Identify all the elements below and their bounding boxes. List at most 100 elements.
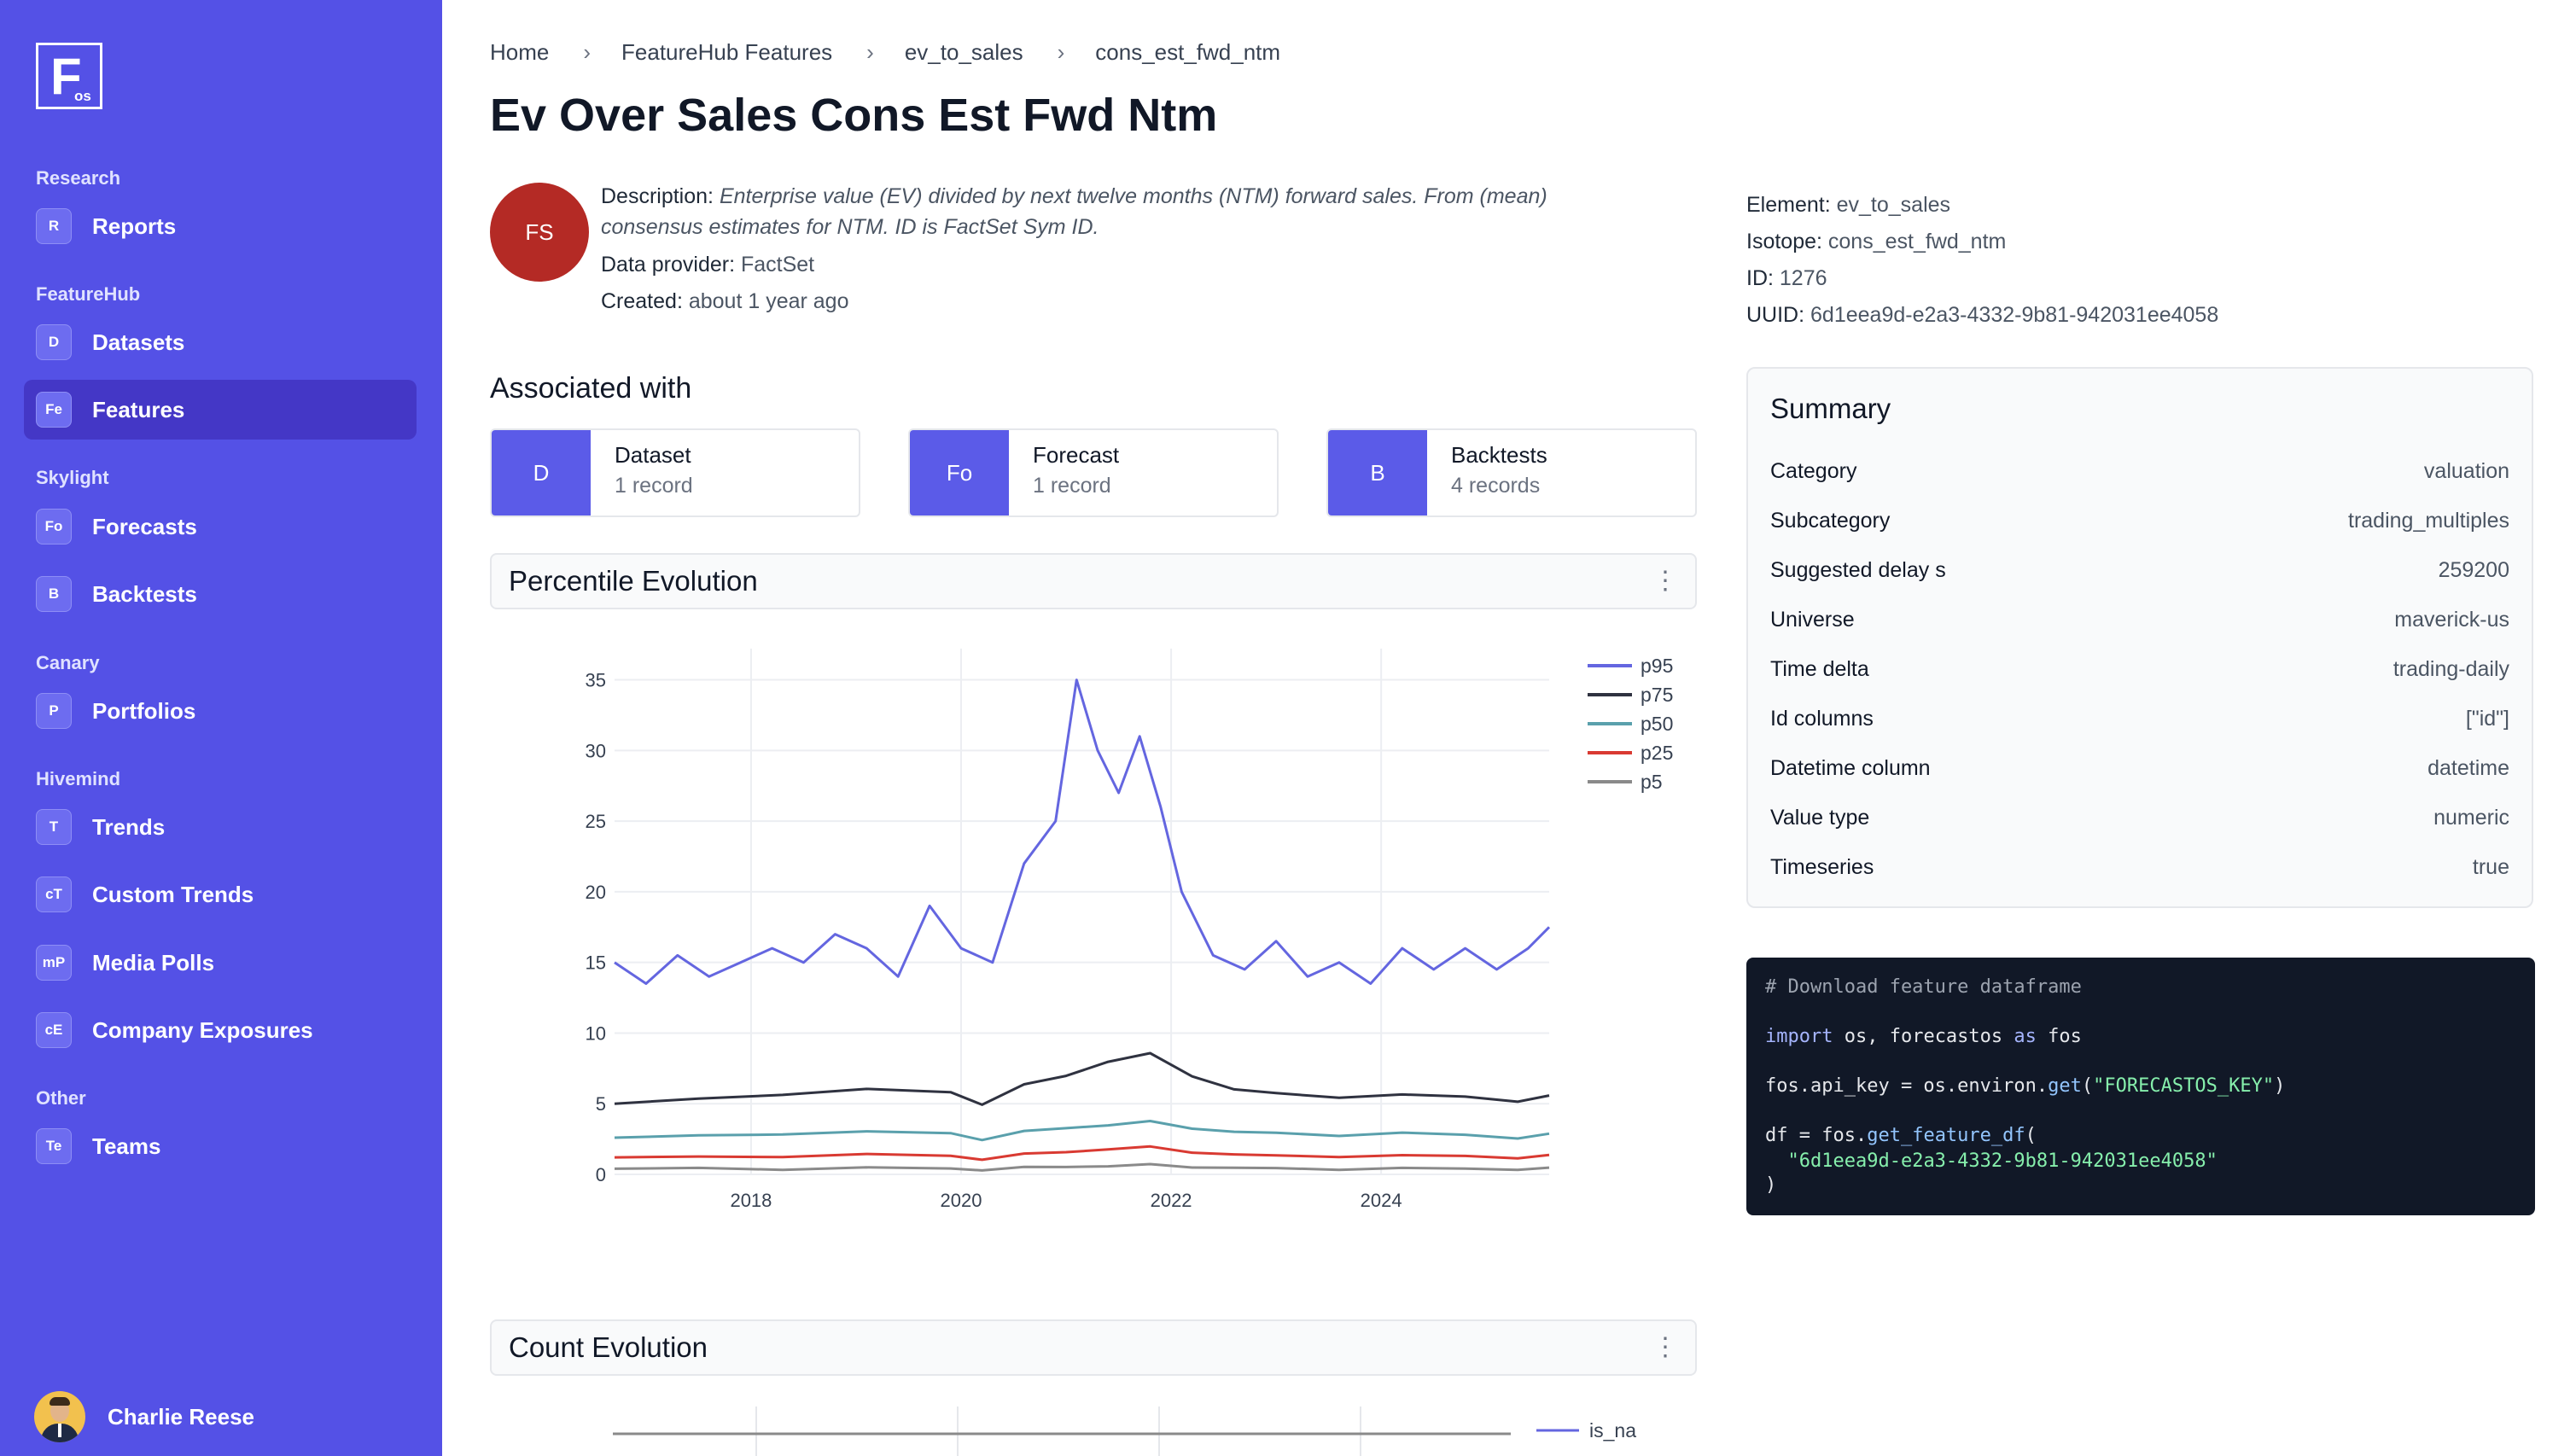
- series-line-p75: [614, 1051, 1550, 1106]
- user-menu[interactable]: Charlie Reese: [34, 1391, 254, 1442]
- app-logo[interactable]: F os: [36, 43, 102, 109]
- data-provider: Data provider: FactSet: [601, 249, 814, 280]
- sidebar-item-backtests[interactable]: B Backtests: [24, 564, 417, 624]
- teams-icon: Te: [36, 1128, 72, 1164]
- assoc-card-count: 1 record: [1033, 474, 1111, 498]
- sidebar-item-trends[interactable]: T Trends: [24, 797, 417, 857]
- y-tick-label: 30: [586, 740, 606, 761]
- forecasts-icon: Fo: [36, 509, 72, 545]
- datasets-icon: D: [36, 324, 72, 360]
- x-tick-label: 2022: [1151, 1190, 1192, 1211]
- summary-key: Suggested delay s: [1770, 558, 1946, 582]
- sidebar-item-label: Trends: [92, 813, 166, 840]
- trends-icon: T: [36, 809, 72, 845]
- y-tick-label: 20: [586, 882, 606, 903]
- sidebar-item-label: Custom Trends: [92, 881, 254, 907]
- backtests-icon: B: [1328, 430, 1427, 515]
- summary-value: valuation: [2423, 459, 2509, 483]
- sidebar-item-custom-trends[interactable]: cT Custom Trends: [24, 865, 417, 924]
- sidebar-item-label: Features: [92, 396, 185, 422]
- breadcrumb-home[interactable]: Home: [490, 39, 550, 65]
- dataset-icon: D: [492, 430, 591, 515]
- description: Description: Enterprise value (EV) divid…: [601, 181, 1547, 242]
- sidebar-item-label: Reports: [92, 213, 177, 239]
- breadcrumb-featurehub-features[interactable]: FeatureHub Features: [621, 39, 833, 65]
- kebab-menu-icon[interactable]: ⋮: [1652, 567, 1678, 595]
- breadcrumb-element[interactable]: ev_to_sales: [904, 39, 1023, 65]
- sidebar-item-media-polls[interactable]: mP Media Polls: [24, 933, 417, 993]
- x-tick-labels: 2018 2020 2022 2024: [730, 1190, 1402, 1211]
- count-panel-title: Count Evolution: [509, 1331, 708, 1363]
- element-value: ev_to_sales: [1836, 193, 1951, 217]
- id-value: 1276: [1779, 266, 1827, 290]
- portfolios-icon: P: [36, 693, 72, 729]
- code-df: df = fos.get_feature_df(: [1765, 1125, 2037, 1146]
- summary-value: 259200: [2438, 558, 2509, 582]
- created-label: Created:: [601, 289, 683, 313]
- y-tick-label: 5: [596, 1093, 606, 1115]
- sidebar-item-teams[interactable]: Te Teams: [24, 1116, 417, 1176]
- sidebar-item-label: Backtests: [92, 580, 197, 607]
- summary-key: Subcategory: [1770, 509, 1891, 533]
- sidebar-item-label: Media Polls: [92, 949, 215, 976]
- sidebar-item-label: Portfolios: [92, 697, 196, 724]
- assoc-card-dataset[interactable]: D Dataset 1 record: [490, 428, 860, 517]
- assoc-card-name: Backtests: [1451, 442, 1547, 468]
- count-panel-header: Count Evolution ⋮: [490, 1319, 1697, 1376]
- description-label: Description:: [601, 184, 714, 208]
- id-meta: ID: 1276: [1746, 266, 1827, 291]
- provider-value: FactSet: [740, 253, 815, 277]
- y-tick-labels: 0 5 10 15 20 25 30 35: [586, 670, 606, 1185]
- id-label: ID:: [1746, 266, 1774, 290]
- x-tick-label: 2020: [941, 1190, 982, 1211]
- isotope-label: Isotope:: [1746, 230, 1822, 253]
- features-icon: Fe: [36, 392, 72, 428]
- legend-label-p25: p25: [1641, 742, 1673, 764]
- description-text-1: Enterprise value (EV) divided by next tw…: [719, 184, 1547, 208]
- summary-key: Datetime column: [1770, 756, 1931, 780]
- nav-section-other: Other: [36, 1087, 86, 1109]
- created: Created: about 1 year ago: [601, 286, 849, 317]
- kebab-menu-icon[interactable]: ⋮: [1652, 1333, 1678, 1361]
- y-tick-label: 35: [586, 670, 606, 691]
- summary-title: Summary: [1770, 393, 1891, 424]
- percentile-panel-header: Percentile Evolution ⋮: [490, 553, 1697, 609]
- code-snippet[interactable]: # Download feature dataframe import os, …: [1746, 958, 2535, 1215]
- sidebar-item-datasets[interactable]: D Datasets: [24, 312, 417, 372]
- uuid-value: 6d1eea9d-e2a3-4332-9b81-942031ee4058: [1810, 303, 2219, 327]
- summary-key: Timeseries: [1770, 855, 1874, 879]
- x-tick-label: 2018: [730, 1190, 772, 1211]
- sidebar-item-forecasts[interactable]: Fo Forecasts: [24, 497, 417, 556]
- summary-value: datetime: [2427, 756, 2509, 780]
- y-tick-label: 10: [586, 1022, 606, 1044]
- breadcrumb-isotope: cons_est_fwd_ntm: [1095, 39, 1281, 65]
- assoc-card-count: 1 record: [615, 474, 693, 498]
- percentile-chart: 0 5 10 15 20 25 30 35 2018 2020 2022 2024 p95 p75 p5…: [586, 649, 1673, 1211]
- description-text-2: consensus estimates for NTM. ID is FactS…: [601, 215, 1099, 239]
- assoc-card-name: Forecast: [1033, 442, 1120, 468]
- assoc-card-backtests[interactable]: B Backtests 4 records: [1326, 428, 1697, 517]
- sidebar-item-company-exposures[interactable]: cE Company Exposures: [24, 1000, 417, 1060]
- legend-label-p50: p50: [1641, 713, 1673, 735]
- sidebar-item-features[interactable]: Fe Features: [24, 380, 417, 440]
- summary-value: ["id"]: [2465, 707, 2509, 731]
- y-tick-label: 25: [586, 811, 606, 832]
- user-name: Charlie Reese: [108, 1403, 254, 1430]
- legend-label-p95: p95: [1641, 655, 1673, 677]
- breadcrumb: Home › FeatureHub Features › ev_to_sales…: [490, 39, 1280, 66]
- sidebar-item-label: Company Exposures: [92, 1016, 313, 1043]
- code-df-arg: "6d1eea9d-e2a3-4332-9b81-942031ee4058": [1787, 1150, 2218, 1172]
- sidebar: F os Research R Reports FeatureHub D Dat…: [0, 0, 442, 1456]
- assoc-card-forecast[interactable]: Fo Forecast 1 record: [908, 428, 1279, 517]
- summary-key: Id columns: [1770, 707, 1874, 731]
- sidebar-item-label: Teams: [92, 1133, 161, 1159]
- uuid-meta: UUID: 6d1eea9d-e2a3-4332-9b81-942031ee40…: [1746, 303, 2218, 328]
- summary-value: true: [2472, 855, 2509, 879]
- series-line-p5: [614, 1162, 1550, 1172]
- x-tick-label: 2024: [1361, 1190, 1402, 1211]
- summary-row: Category valuation: [1770, 459, 2509, 484]
- summary-row: Datetime column datetime: [1770, 756, 2509, 781]
- sidebar-item-portfolios[interactable]: P Portfolios: [24, 681, 417, 741]
- chart-grid: [615, 649, 1549, 1175]
- sidebar-item-reports[interactable]: R Reports: [24, 196, 417, 256]
